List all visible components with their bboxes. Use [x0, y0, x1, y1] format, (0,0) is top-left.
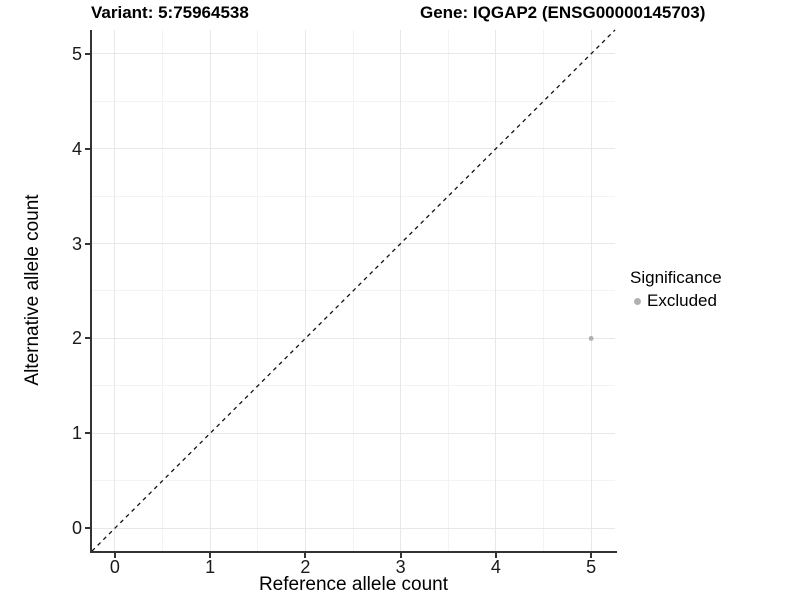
- gridline-y-minor: [92, 195, 615, 197]
- y-tick-mark: [85, 242, 90, 245]
- y-tick-mark: [85, 147, 90, 150]
- y-tick-label: 5: [71, 43, 82, 64]
- gridline-y-minor: [92, 100, 615, 102]
- x-tick-label: 4: [490, 557, 501, 577]
- legend-title: Significance: [630, 268, 722, 287]
- x-tick-mark: [304, 553, 307, 558]
- data-point: [588, 336, 594, 341]
- gridline-x-major: [590, 30, 592, 551]
- identity-line: [91, 29, 616, 552]
- plot-layer: [91, 29, 616, 552]
- y-tick-mark: [85, 527, 90, 530]
- legend-entry-label: Excluded: [647, 291, 717, 310]
- gridline-x-major: [304, 30, 306, 551]
- plot-title-gene: Gene: IQGAP2 (ENSG00000145703): [420, 3, 706, 22]
- gridline-y-major: [92, 527, 615, 529]
- x-axis-line: [90, 551, 617, 553]
- gridline-y-major: [92, 53, 615, 55]
- x-tick-label: 0: [109, 557, 120, 577]
- y-axis-line: [90, 30, 92, 553]
- legend-entry-excluded: Excluded: [630, 291, 722, 311]
- gridline-x-major: [495, 30, 497, 551]
- x-tick-label: 1: [205, 557, 216, 577]
- x-tick-label: 5: [586, 557, 597, 577]
- plot-title-variant: Variant: 5:75964538: [91, 3, 249, 22]
- y-tick-label: 0: [71, 518, 82, 539]
- y-tick-mark: [85, 337, 90, 340]
- x-tick-mark: [494, 553, 497, 558]
- gridline-y-major: [92, 432, 615, 434]
- x-tick-mark: [113, 553, 116, 558]
- gridline-y-minor: [92, 385, 615, 387]
- gridline-y-major: [92, 243, 615, 245]
- plot-panel: [91, 29, 616, 552]
- gridline-y-major: [92, 148, 615, 150]
- x-axis-title: Reference allele count: [258, 574, 449, 595]
- x-tick-mark: [209, 553, 212, 558]
- gridline-y-minor: [92, 480, 615, 482]
- x-tick-mark: [590, 553, 593, 558]
- y-tick-mark: [85, 432, 90, 435]
- y-tick-label: 4: [71, 138, 82, 159]
- y-tick-label: 2: [71, 328, 82, 349]
- gridline-y-major: [92, 337, 615, 339]
- x-tick-label: 2: [300, 557, 311, 577]
- y-tick-label: 1: [71, 423, 82, 444]
- legend-point-swatch: [634, 297, 641, 305]
- y-tick-mark: [85, 52, 90, 55]
- x-tick-mark: [399, 553, 402, 558]
- legend: Significance Excluded: [630, 268, 722, 311]
- x-tick-label: 3: [395, 557, 406, 577]
- y-axis-title: Alternative allele count: [22, 194, 43, 386]
- gridline-x-major: [209, 30, 211, 551]
- gridline-x-major: [114, 30, 116, 551]
- gridline-x-major: [400, 30, 402, 551]
- y-tick-label: 3: [71, 233, 82, 254]
